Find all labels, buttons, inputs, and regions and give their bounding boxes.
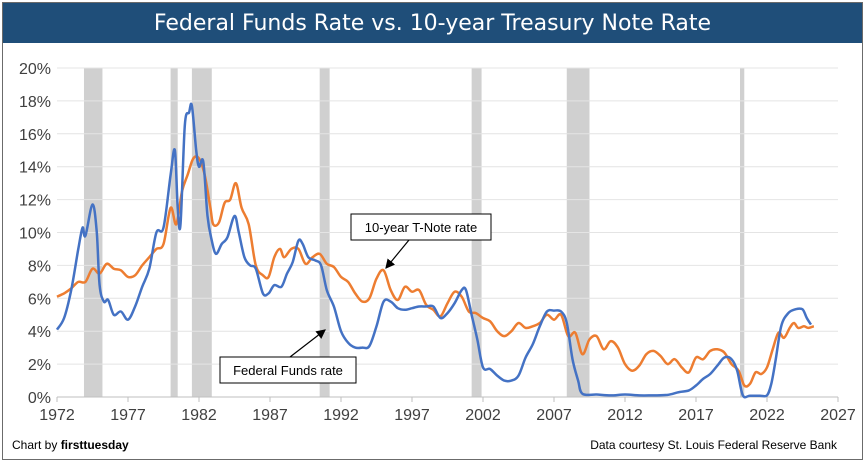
series-lines bbox=[55, 102, 815, 399]
x-tick-label: 1982 bbox=[181, 407, 217, 424]
chart-title: Federal Funds Rate vs. 10-year Treasury … bbox=[3, 3, 862, 43]
annotation-arrow bbox=[385, 239, 410, 269]
y-tick-label: 20% bbox=[19, 61, 51, 78]
annotation-label: Federal Funds rate bbox=[233, 363, 343, 378]
x-tick-label: 2027 bbox=[820, 407, 856, 424]
annotation-box bbox=[350, 213, 492, 241]
credit-text: Chart by firsttuesday bbox=[12, 438, 129, 452]
x-tick-label: 2022 bbox=[749, 407, 785, 424]
x-tick-label: 2002 bbox=[465, 407, 501, 424]
credit-prefix: Chart by bbox=[12, 438, 61, 452]
gridlines bbox=[57, 67, 838, 398]
source-text: Data courtesy St. Louis Federal Reserve … bbox=[590, 438, 837, 452]
axes: 0% 2% 4% 6% 8% 10% 12% 14% 16% 18% 20% 1972 1977 1982… bbox=[19, 61, 856, 424]
x-tick-label: 2017 bbox=[678, 407, 714, 424]
federal-funds-rate-line bbox=[55, 102, 813, 399]
x-tick-label: 1972 bbox=[39, 407, 75, 424]
x-tick-label: 2007 bbox=[536, 407, 572, 424]
annotations: 10-year T-Note rate Federal Funds rate bbox=[219, 213, 492, 384]
y-tick-label: 10% bbox=[19, 226, 51, 243]
y-tick-label: 8% bbox=[28, 258, 51, 275]
y-tick-label: 12% bbox=[19, 193, 51, 210]
y-tick-label: 4% bbox=[28, 324, 51, 341]
x-tick-label: 1997 bbox=[394, 407, 430, 424]
annotation-box bbox=[219, 356, 357, 384]
y-tick-label: 14% bbox=[19, 160, 51, 177]
x-tick-label: 2012 bbox=[607, 407, 643, 424]
annotation-label: 10-year T-Note rate bbox=[365, 220, 477, 235]
y-tick-label: 6% bbox=[28, 291, 51, 308]
y-tick-label: 0% bbox=[28, 390, 51, 407]
y-tick-label: 16% bbox=[19, 127, 51, 144]
10-year-t-note-rate-line bbox=[56, 155, 815, 388]
x-tick-label: 1987 bbox=[252, 407, 288, 424]
y-tick-label: 18% bbox=[19, 94, 51, 111]
x-tick-label: 1977 bbox=[110, 407, 146, 424]
y-tick-label: 2% bbox=[28, 357, 51, 374]
credit-brand: firsttuesday bbox=[60, 438, 129, 452]
x-tick-label: 1992 bbox=[323, 407, 359, 424]
annotation-arrow bbox=[289, 329, 326, 358]
